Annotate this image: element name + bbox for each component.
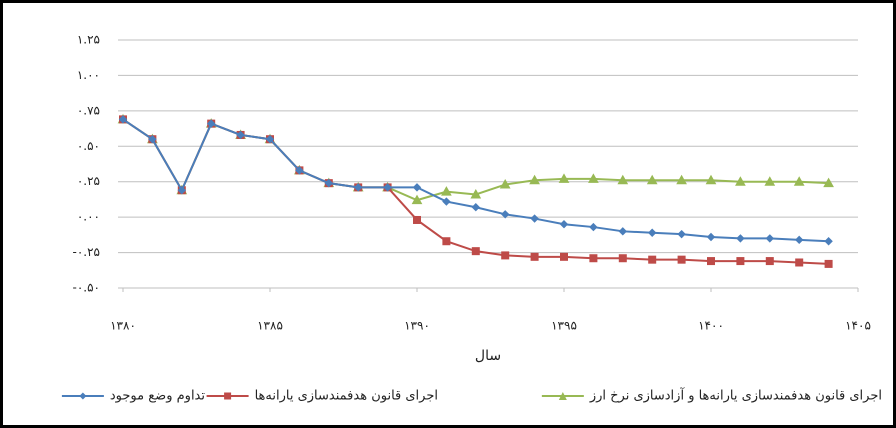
y-tick-label: ۰.۵۰ [77, 139, 100, 153]
point [619, 255, 626, 262]
point [678, 256, 685, 263]
point [414, 216, 421, 223]
y-tick-label: ۰.۲۵ [77, 174, 100, 188]
x-tick-label: ۱۴۰۰ [698, 319, 724, 333]
chart: سال -۰.۵۰ -۰.۲۵ ۰.۰۰ ۰.۲۵ ۰.۵۰ ۰.۷۵ ۱.۰۰ ۱.۲۵ ۱۳… [0, 0, 896, 428]
x-tick-label: ۱۳۸۰ [110, 319, 136, 333]
point [443, 238, 450, 245]
x-tick-label: ۱۳۸۵ [257, 319, 283, 333]
y-tick-label: ۱.۰۰ [77, 68, 100, 82]
point [531, 253, 538, 260]
legend-label: تداوم وضع موجود [110, 389, 205, 404]
point [502, 252, 509, 259]
y-tick-label: ۰.۷۵ [77, 103, 100, 117]
y-tick-label: ۰.۰۰ [77, 210, 100, 224]
legend-label: اجرای قانون هدفمندسازی یارانه‌ها و آزادس… [589, 387, 882, 404]
page: {"chart_data": {"type": "line", "x_label… [0, 0, 896, 428]
x-axis-label: سال [475, 348, 501, 364]
x-tick-label: ۱۳۹۰ [404, 319, 430, 333]
legend-marker [224, 393, 231, 400]
y-tick-label: ۱.۲۵ [77, 33, 100, 47]
point [561, 253, 568, 260]
point [590, 255, 597, 262]
y-tick-label: -۰.۵۰ [73, 281, 100, 295]
x-tick-label: ۱۴۰۵ [845, 319, 871, 333]
point [472, 248, 479, 255]
chart-frame [2, 2, 895, 427]
point [796, 259, 803, 266]
y-tick-label: -۰.۲۵ [73, 245, 100, 259]
point [766, 258, 773, 265]
point [708, 258, 715, 265]
point [649, 256, 656, 263]
x-tick-label: ۱۳۹۵ [551, 319, 577, 333]
point [825, 260, 832, 267]
point [737, 258, 744, 265]
legend-label: اجرای قانون هدفمندسازی یارانه‌ها [255, 389, 438, 404]
